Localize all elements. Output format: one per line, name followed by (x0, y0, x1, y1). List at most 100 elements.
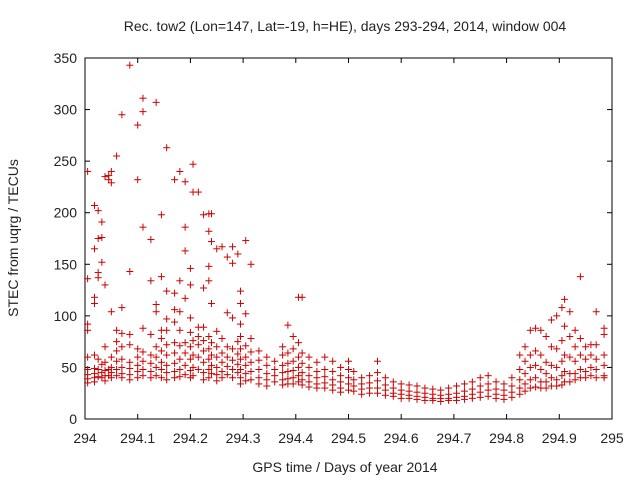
data-point (176, 355, 184, 363)
data-point (600, 330, 608, 338)
data-point (587, 372, 595, 380)
data-point (516, 384, 524, 392)
data-point (537, 326, 545, 334)
data-point (194, 188, 202, 196)
data-point (94, 207, 102, 215)
data-point (163, 376, 171, 384)
x-tick-label: 294.9 (542, 430, 577, 446)
data-point (234, 250, 242, 258)
data-point (134, 374, 142, 382)
data-point (542, 384, 550, 392)
data-point (279, 351, 287, 359)
data-point (194, 353, 202, 361)
data-point (476, 382, 484, 390)
data-point (592, 365, 600, 373)
data-point (600, 351, 608, 359)
data-point (508, 374, 516, 382)
data-point (242, 370, 250, 378)
data-point (157, 273, 165, 281)
data-point (298, 293, 306, 301)
data-point (566, 378, 574, 386)
data-point (139, 223, 147, 231)
data-point (289, 374, 297, 382)
data-point (553, 363, 561, 371)
data-point (171, 359, 179, 367)
data-point (337, 372, 345, 380)
data-point (236, 380, 244, 388)
data-point (90, 378, 98, 386)
data-point (186, 314, 194, 322)
data-point (113, 372, 121, 380)
data-point (321, 353, 329, 361)
data-point (484, 386, 492, 394)
y-tick-label: 350 (54, 50, 78, 66)
data-point (218, 358, 226, 366)
data-point (542, 378, 550, 386)
y-tick-label: 0 (69, 411, 77, 427)
data-point (171, 289, 179, 297)
data-point (468, 378, 476, 386)
data-point (397, 394, 405, 402)
data-point (526, 384, 534, 392)
data-point (236, 345, 244, 353)
data-point (289, 332, 297, 340)
data-point (576, 335, 584, 343)
data-point (271, 357, 279, 365)
data-point (118, 363, 126, 371)
data-point (508, 382, 516, 390)
data-point (107, 179, 115, 187)
data-point (284, 321, 292, 329)
data-point (305, 383, 313, 391)
data-point (255, 356, 263, 364)
data-point (118, 329, 126, 337)
data-point (118, 374, 126, 382)
data-point (350, 368, 358, 376)
data-point (213, 371, 221, 379)
data-point (113, 326, 121, 334)
data-point (521, 343, 529, 351)
data-point (397, 380, 405, 388)
data-point (126, 358, 134, 366)
data-point (460, 395, 468, 403)
data-point (532, 347, 540, 355)
data-point (566, 308, 574, 316)
data-point (242, 361, 250, 369)
data-point (561, 322, 569, 330)
data-point (576, 365, 584, 373)
data-point (134, 121, 142, 129)
data-point (566, 353, 574, 361)
data-point (329, 368, 337, 376)
data-point (118, 111, 126, 119)
data-point (223, 253, 231, 261)
data-point (101, 281, 109, 289)
plot-frame (84, 57, 613, 420)
data-point (345, 380, 352, 388)
data-point (547, 343, 555, 351)
data-point (537, 365, 545, 373)
data-point (373, 357, 381, 365)
data-point (350, 376, 358, 384)
data-point (337, 388, 345, 396)
data-point (157, 365, 165, 373)
data-point (247, 335, 255, 343)
data-point (492, 378, 500, 386)
y-tick-label: 150 (54, 256, 78, 272)
data-point (171, 374, 179, 382)
data-point (181, 371, 189, 379)
data-point (582, 374, 590, 382)
data-point (582, 368, 590, 376)
data-point (313, 374, 321, 382)
x-axis-label: GPS time / Days of year 2014 (252, 459, 437, 475)
data-point (147, 374, 155, 382)
data-point (84, 167, 92, 175)
data-point (223, 362, 231, 370)
data-point (242, 342, 250, 350)
data-point (236, 355, 244, 363)
data-point (163, 369, 171, 377)
data-point (566, 332, 574, 340)
data-point (152, 308, 160, 316)
data-point (163, 287, 171, 295)
data-point (289, 357, 297, 365)
data-point (561, 295, 569, 303)
data-point (157, 347, 165, 355)
